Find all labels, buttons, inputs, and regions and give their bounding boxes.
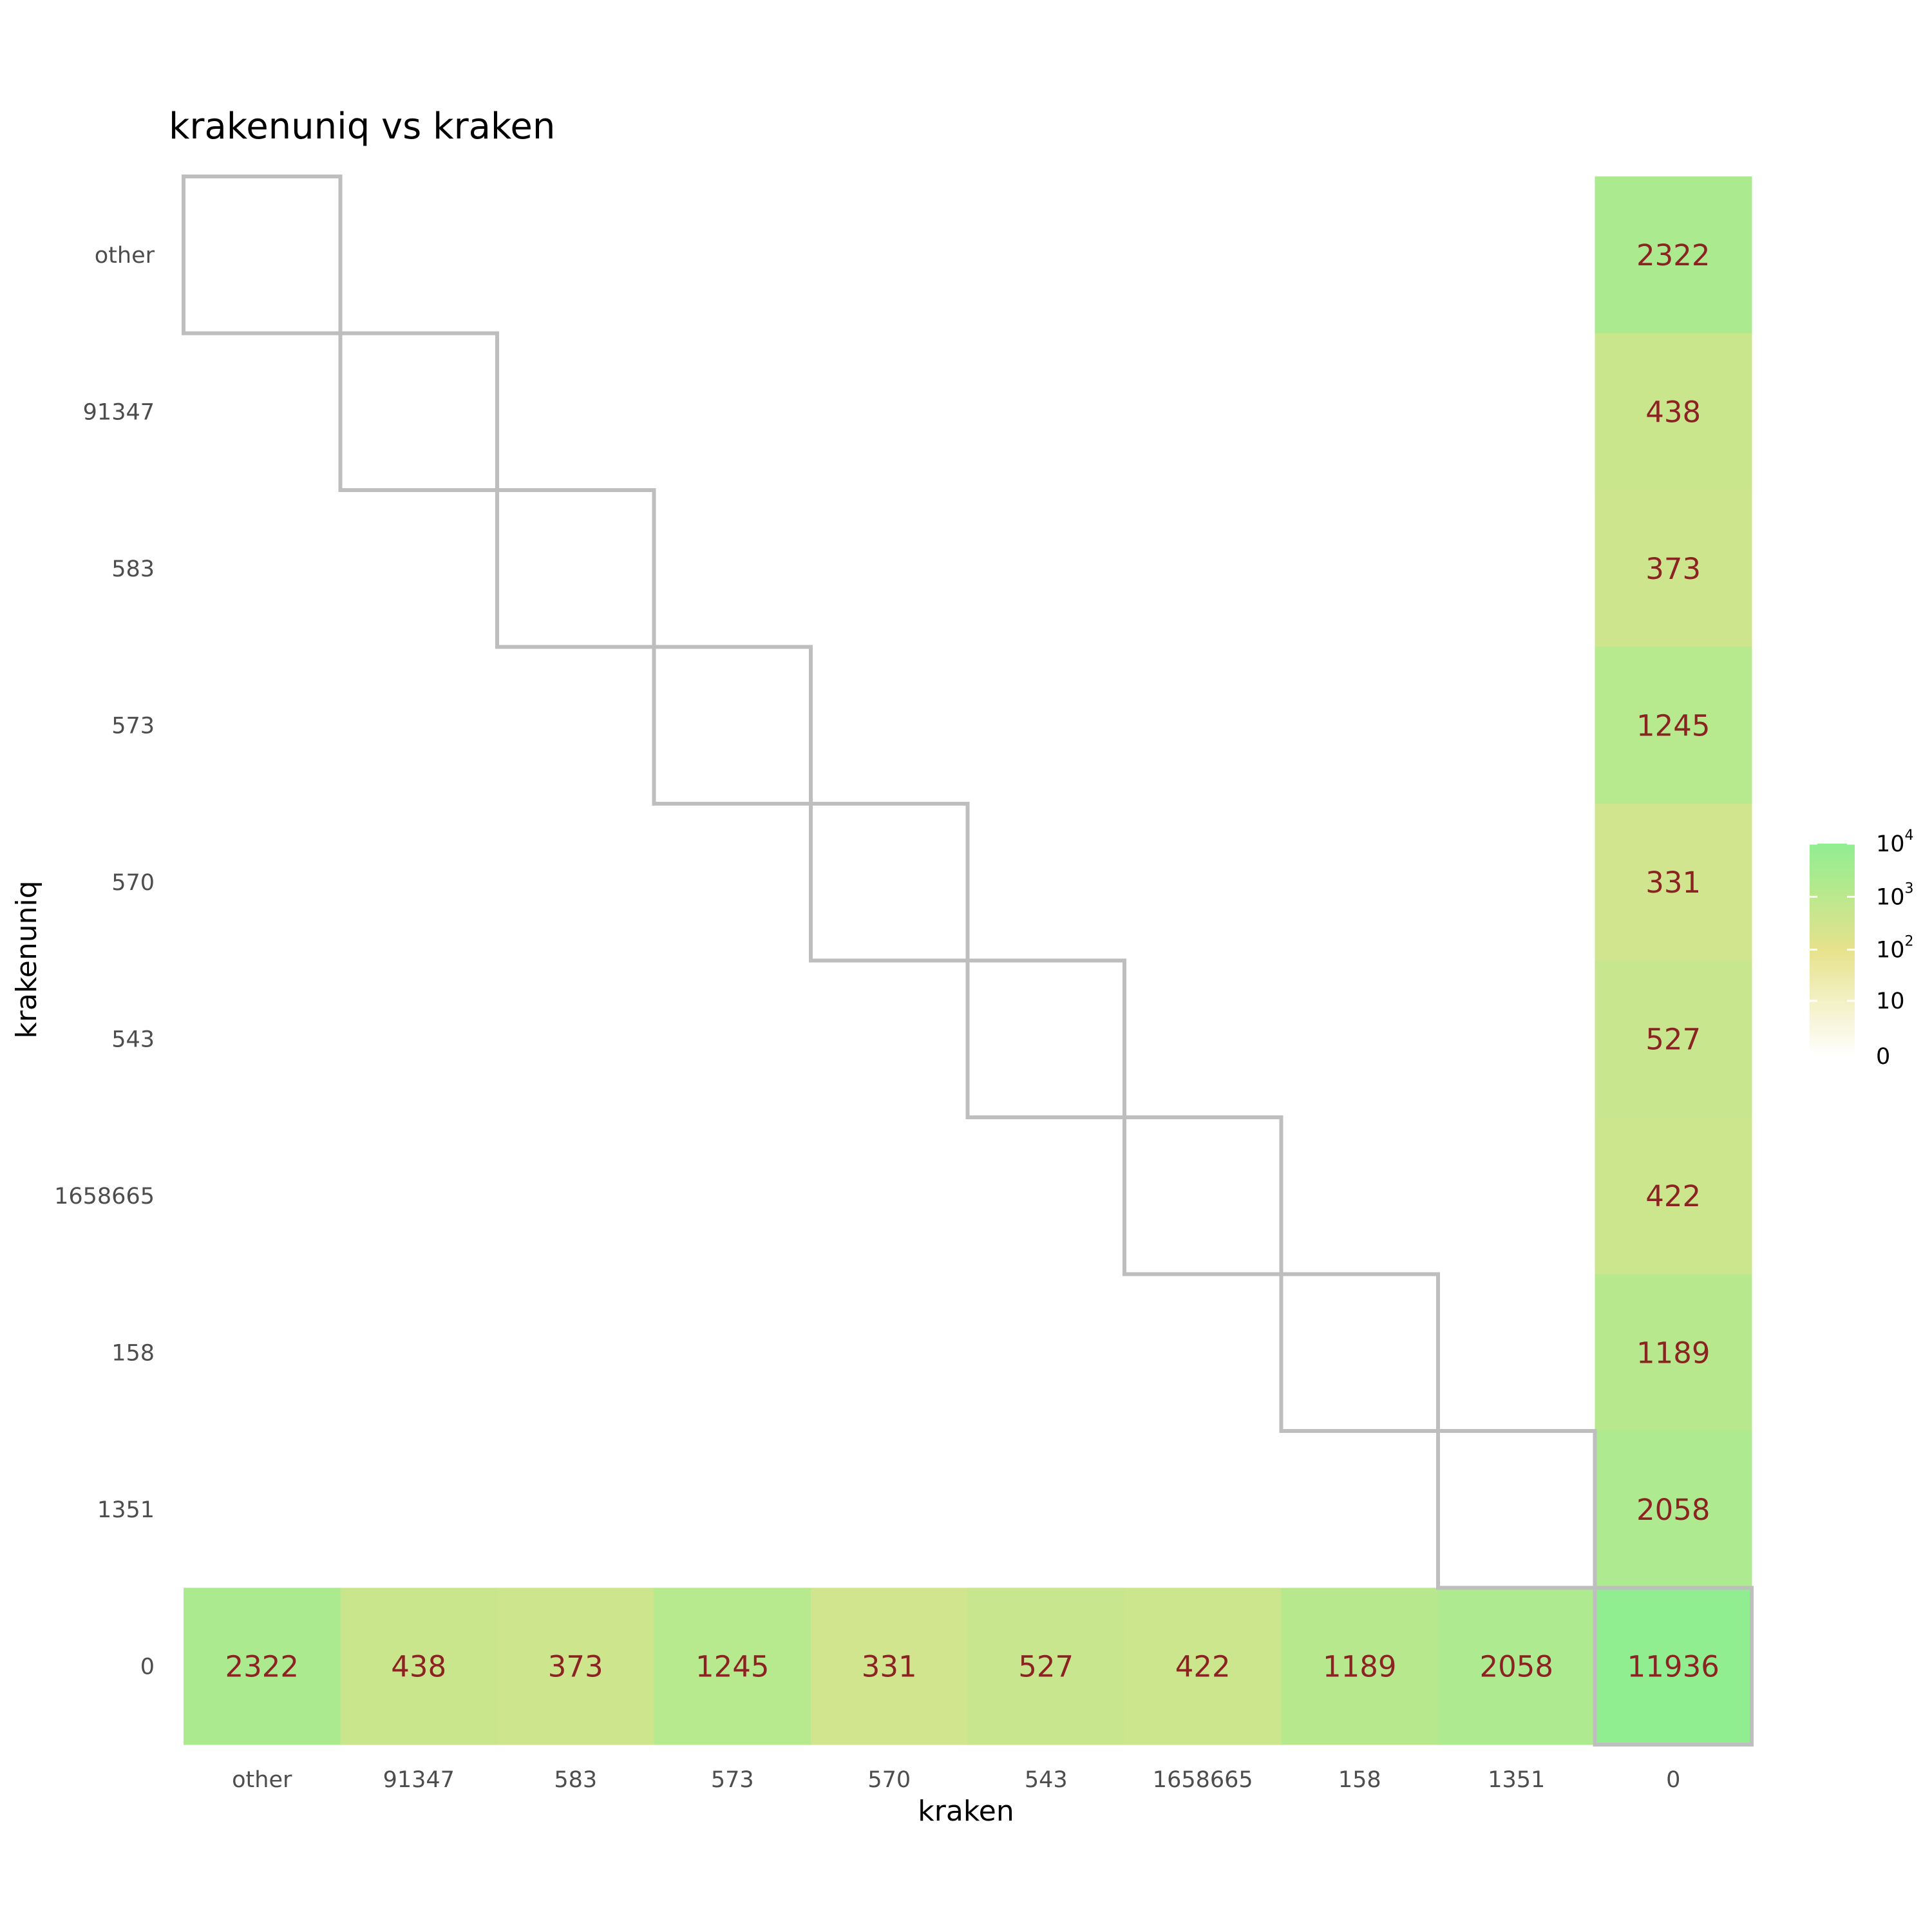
cell-value-label: 373 [1645,552,1701,586]
cell-value-label: 373 [548,1649,603,1683]
x-tick-label: 1658665 [1153,1767,1253,1793]
diagonal-outline-box [809,802,970,963]
heatmap-cell [184,1587,341,1745]
cell-value-label: 2322 [1636,238,1710,272]
diagonal-outlines [182,175,1754,1747]
heatmap-cell [811,1587,968,1745]
heatmap-cell [654,1587,811,1745]
diagonal-outline-box [1122,1115,1283,1276]
x-axis-ticks: other 91347 583 573 570 543 1658665 158 1351 0 [232,1767,1680,1793]
x-tick-label: 583 [554,1767,597,1793]
heatmap-cell [1595,176,1752,334]
cell-value-label: 527 [1018,1649,1074,1683]
cell-value-label: 2058 [1479,1649,1553,1683]
y-axis-title: krakenuniq [10,880,43,1038]
cell-value-label: 2322 [225,1649,299,1683]
heatmap-cells [184,176,1752,1745]
heatmap-cell [1595,333,1752,491]
x-tick-label: 91347 [383,1767,455,1793]
cell-value-label: 527 [1645,1022,1701,1056]
color-legend: 104 103 102 10 0 [1810,828,1914,1070]
diagonal-outline-box [1593,1586,1754,1747]
heatmap-cell [497,1587,654,1745]
heatmap-cell [1595,490,1752,647]
cell-value-label: 1245 [696,1649,770,1683]
cell-value-label: 11936 [1627,1649,1719,1683]
diagonal-outline-box [1436,1429,1597,1590]
x-tick-label: 0 [1666,1767,1680,1793]
heatmap-cell [967,1587,1125,1745]
x-tick-label: 573 [711,1767,754,1793]
y-tick-label: 1658665 [54,1184,155,1209]
y-tick-label: 543 [111,1027,155,1052]
legend-ticks: 104 103 102 10 0 [1810,828,1914,1070]
x-tick-label: 543 [1025,1767,1068,1793]
diagonal-outline-box [182,175,343,336]
heatmap-cell [1595,1274,1752,1432]
legend-tick-label: 102 [1876,934,1914,963]
diagonal-outline-box [1279,1272,1440,1433]
diagonal-outline-box [338,331,499,492]
y-tick-label: 570 [111,870,155,896]
y-tick-label: 91347 [83,399,155,425]
cell-value-label: 1245 [1636,708,1710,743]
cell-value-label: 331 [862,1649,917,1683]
y-tick-label: other [95,243,155,269]
cell-value-label: 331 [1645,866,1701,900]
heatmap-cell [1595,1431,1752,1588]
cell-value-label: 422 [1175,1649,1231,1683]
heatmap-cell [1438,1587,1595,1745]
heatmap-cell [1595,647,1752,804]
cell-value-label: 438 [1645,395,1701,429]
x-tick-label: other [232,1767,292,1793]
legend-tick-label: 104 [1876,828,1914,857]
x-tick-label: 158 [1338,1767,1381,1793]
diagonal-outline-box [965,958,1126,1119]
cell-value-label: 422 [1645,1179,1701,1213]
legend-tick-label: 0 [1876,1044,1890,1070]
y-axis-ticks: other 91347 583 573 570 543 1658665 158 1351 0 [54,243,155,1680]
heatmap-cell [1595,804,1752,961]
x-tick-label: 1351 [1488,1767,1545,1793]
heatmap-cell [1124,1587,1282,1745]
cell-value-label: 2058 [1636,1493,1710,1527]
y-tick-label: 573 [111,713,155,739]
legend-tick-label: 10 [1876,989,1905,1014]
y-tick-label: 1351 [97,1497,155,1523]
x-tick-label: 570 [867,1767,911,1793]
cell-value-label: 1189 [1636,1336,1710,1370]
heatmap-cell [1595,1117,1752,1274]
cell-value-label: 1189 [1323,1649,1397,1683]
diagonal-outline-box [495,488,656,649]
heatmap-cell [1281,1587,1439,1745]
x-axis-title: kraken [918,1795,1014,1828]
cell-value-labels: 2322 438 373 1245 331 527 422 1189 2058 2322 438 37… [225,238,1719,1684]
y-tick-label: 0 [140,1654,155,1680]
heatmap-cell [1595,1587,1752,1745]
diagonal-outline-box [652,645,813,806]
cell-value-label: 438 [391,1649,446,1683]
chart-title: krakenuniq vs kraken [169,106,555,147]
y-tick-label: 583 [111,556,155,582]
heatmap-cell [340,1587,498,1745]
legend-tick-label: 103 [1876,880,1914,910]
heatmap-cell [1595,960,1752,1118]
y-tick-label: 158 [111,1340,155,1366]
